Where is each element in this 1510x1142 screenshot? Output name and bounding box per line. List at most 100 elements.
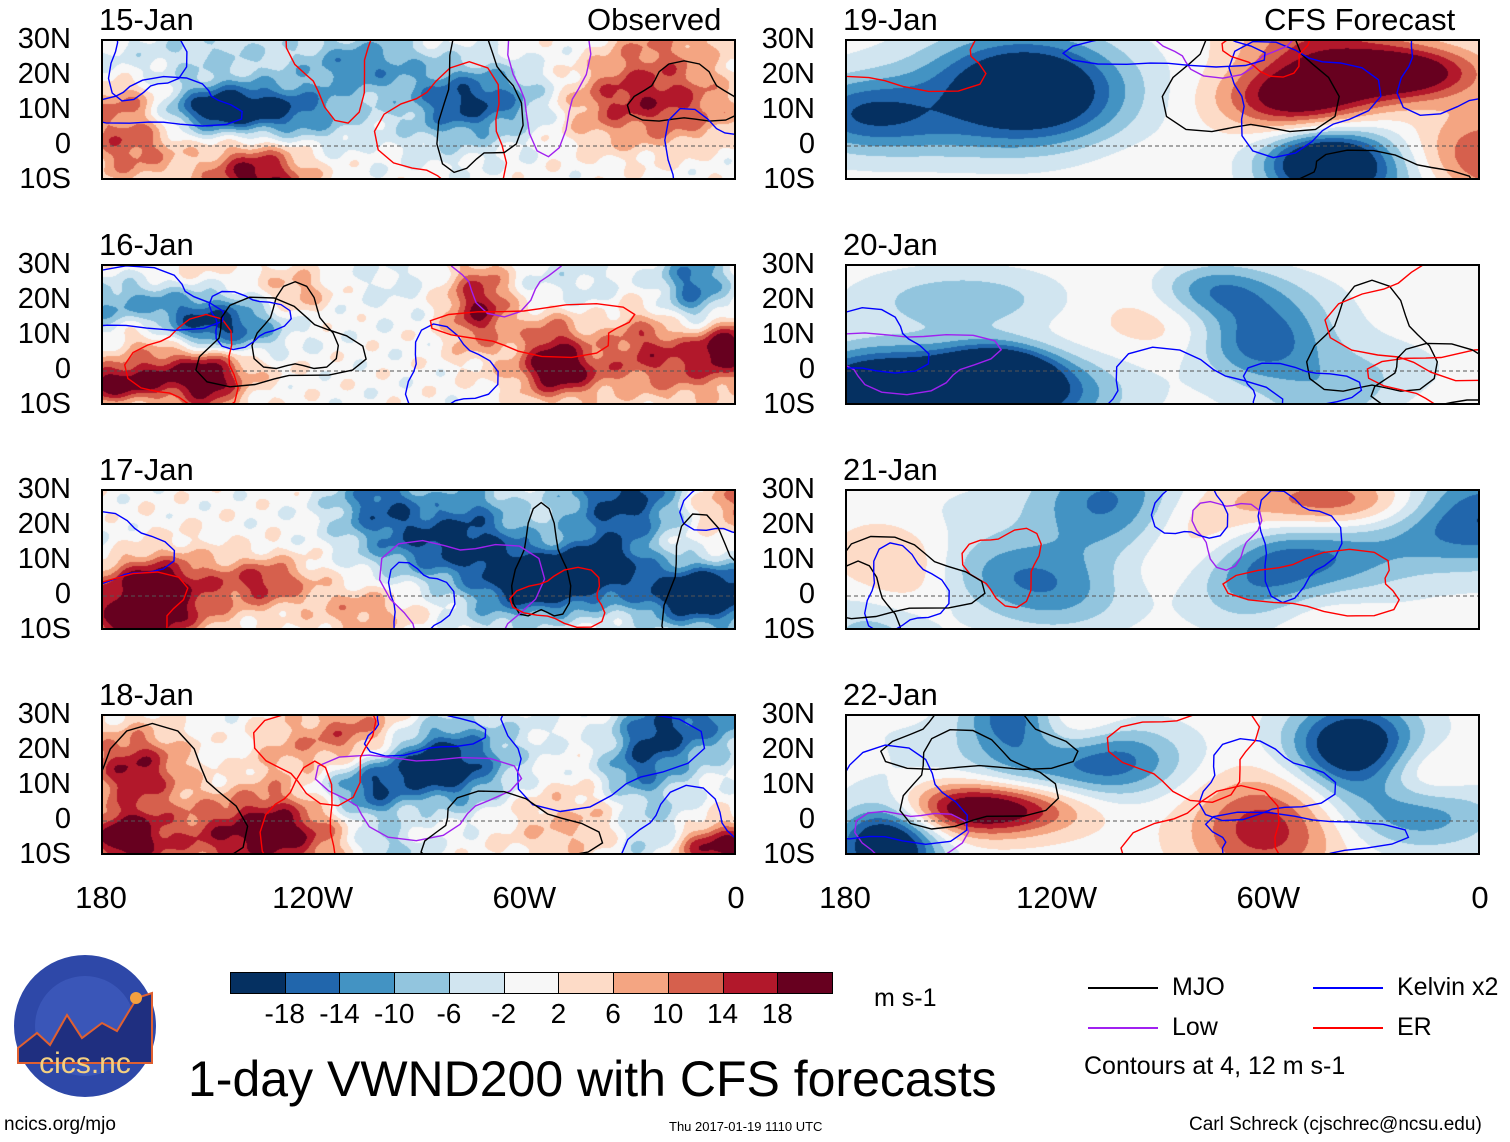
lat-tick: 0 [54, 803, 71, 835]
colorbar-swatch [230, 972, 286, 994]
contour-line [107, 41, 188, 102]
contour-line [847, 744, 969, 846]
contour-line [1221, 41, 1311, 78]
contour-line [378, 539, 546, 628]
colorbar-swatch [394, 972, 450, 994]
legend-label: ER [1397, 1013, 1432, 1041]
contour-line [847, 560, 902, 628]
contour-line [103, 722, 249, 853]
map-panel [101, 39, 736, 180]
contour-line [847, 306, 930, 374]
contour-line [1198, 737, 1337, 822]
map-panel [845, 714, 1480, 855]
lat-tick: 0 [798, 803, 815, 835]
observed-header: Observed [587, 2, 722, 37]
lon-tick: 180 [75, 880, 127, 915]
lat-tick: 30N [761, 473, 815, 505]
panel-date: 22-Jan [843, 677, 938, 712]
contour-line [208, 290, 292, 351]
colorbar-swatch [503, 972, 560, 994]
contour-line [1120, 784, 1280, 853]
contour-line [621, 784, 734, 853]
legend-label: MJO [1172, 973, 1225, 1001]
contour-line [103, 266, 225, 332]
contour-line [500, 716, 706, 813]
vwnd-field [103, 716, 734, 853]
lat-tick: 10S [19, 163, 71, 195]
contour-line [1257, 491, 1343, 604]
contour-line [1150, 491, 1229, 539]
lat-tick: 20N [761, 508, 815, 540]
contour-line [1161, 41, 1340, 133]
colorbar-swatch [667, 972, 724, 994]
map-panel [845, 264, 1480, 405]
contour-line [1396, 41, 1478, 117]
lat-tick: 0 [54, 578, 71, 610]
contour-note: Contours at 4, 12 m s-1 [1084, 1052, 1346, 1080]
lat-tick: 30N [761, 23, 815, 55]
contour-line [1222, 548, 1401, 617]
contour-line [252, 716, 377, 807]
lon-tick: 0 [1471, 880, 1489, 915]
contour-line [1155, 41, 1293, 79]
svg-text:cics.nc: cics.nc [39, 1047, 131, 1080]
colorbar-swatch [558, 972, 615, 994]
contour-line [1061, 41, 1266, 68]
map-panel [101, 714, 736, 855]
lat-tick: 20N [17, 508, 71, 540]
contour-line [404, 323, 499, 403]
lon-tick: 120W [272, 880, 354, 915]
footer-author: Carl Schreck (cjschrec@ncsu.edu) [1189, 1114, 1482, 1135]
colorbar-label: -2 [491, 998, 517, 1029]
contour-line [1108, 346, 1284, 403]
lat-tick: 10S [763, 613, 815, 645]
panel-date: 18-Jan [99, 677, 194, 712]
lat-tick: 10N [761, 768, 815, 800]
lat-tick: 0 [798, 578, 815, 610]
panel-date: 15-Jan [99, 2, 194, 37]
lat-tick: 0 [54, 353, 71, 385]
contour-line [1324, 266, 1478, 382]
contour-line [1299, 149, 1472, 178]
contour-line [847, 535, 986, 620]
colorbar-swatch [448, 972, 505, 994]
legend-label: Low [1172, 1013, 1218, 1041]
lat-tick: 0 [798, 128, 815, 160]
contour-line [450, 266, 562, 318]
colorbar-swatch [777, 972, 833, 994]
colorbar-label: 2 [550, 998, 567, 1029]
colorbar-units: m s-1 [874, 984, 937, 1012]
contour-line [679, 491, 734, 534]
footer-url[interactable]: ncics.org/mjo [4, 1114, 116, 1135]
colorbar-label: 18 [761, 998, 793, 1029]
legend-label: Kelvin x2 [1397, 973, 1499, 1001]
colorbar-label: -18 [264, 998, 305, 1029]
lat-tick: 20N [17, 733, 71, 765]
lat-tick: 30N [17, 698, 71, 730]
contour-line [363, 716, 487, 757]
lon-tick: 120W [1016, 880, 1098, 915]
lat-tick: 10S [19, 388, 71, 420]
contour-line [1370, 342, 1478, 403]
lat-tick: 20N [17, 58, 71, 90]
lat-tick: 30N [761, 248, 815, 280]
contour-line [103, 571, 189, 628]
lat-tick: 20N [17, 283, 71, 315]
lon-tick: 180 [819, 880, 871, 915]
map-panel [101, 489, 736, 630]
legend-line [1313, 987, 1383, 989]
contour-line [123, 313, 239, 403]
panel-date: 21-Jan [843, 452, 938, 487]
panel-date: 20-Jan [843, 227, 938, 262]
lat-tick: 10N [761, 543, 815, 575]
contour-line [847, 41, 987, 93]
lat-tick: 0 [54, 128, 71, 160]
lat-tick: 20N [761, 733, 815, 765]
legend-line [1088, 1027, 1158, 1029]
colorbar-label: 14 [706, 998, 739, 1029]
footer-timestamp: Thu 2017-01-19 1110 UTC [669, 1119, 823, 1134]
lat-tick: 10S [763, 388, 815, 420]
map-panel [845, 489, 1480, 630]
contour-line [509, 566, 606, 628]
contour-line [420, 790, 604, 853]
